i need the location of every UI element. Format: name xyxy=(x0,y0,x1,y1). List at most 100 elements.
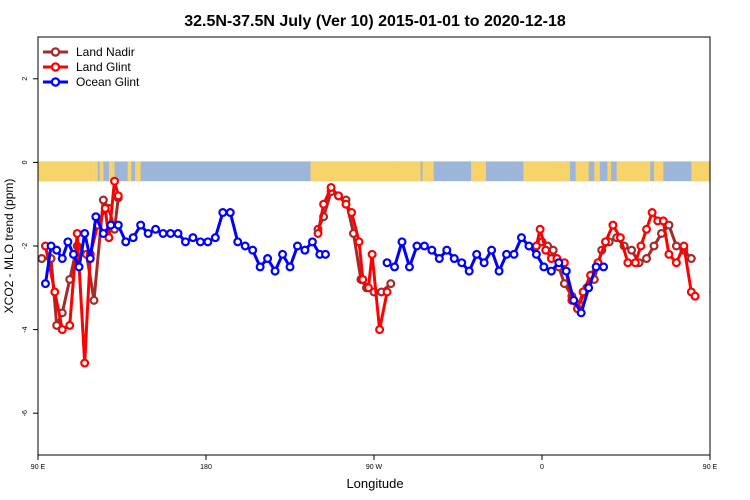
land-segment xyxy=(551,161,557,182)
legend-marker xyxy=(50,77,61,87)
data-point xyxy=(347,208,357,218)
data-point xyxy=(740,360,747,367)
data-point xyxy=(725,322,732,329)
data-point xyxy=(718,326,725,333)
data-point xyxy=(658,216,668,226)
data-point xyxy=(434,254,444,264)
y-axis: 2 0 -2 -4 -6 xyxy=(22,77,38,416)
land-segment xyxy=(575,161,589,182)
data-point xyxy=(180,237,190,247)
data-point xyxy=(531,241,541,251)
legend-label: Ocean Glint xyxy=(76,75,140,89)
data-point xyxy=(210,233,220,243)
data-point xyxy=(647,208,657,218)
data-point xyxy=(46,241,56,251)
data-point xyxy=(74,262,84,272)
data-point xyxy=(630,258,640,268)
data-point xyxy=(386,279,396,289)
data-point xyxy=(671,241,681,251)
data-point xyxy=(740,284,747,291)
data-point xyxy=(615,233,625,243)
land-segment xyxy=(108,161,113,182)
data-point xyxy=(600,237,610,247)
data-point xyxy=(718,322,725,329)
data-point xyxy=(584,283,594,293)
data-point xyxy=(442,245,452,255)
data-point xyxy=(354,237,364,247)
data-point xyxy=(363,283,373,293)
data-point xyxy=(65,320,75,330)
data-point xyxy=(98,195,108,205)
data-point xyxy=(636,241,646,251)
data-point xyxy=(397,237,407,247)
series-land-glint xyxy=(40,176,747,368)
land-segment xyxy=(38,161,91,182)
data-point xyxy=(599,262,609,272)
data-point xyxy=(151,224,161,234)
y-tick-label: -2 xyxy=(22,243,29,249)
data-point xyxy=(561,266,571,276)
data-point xyxy=(52,245,62,255)
data-point xyxy=(72,228,82,238)
land-segment xyxy=(392,161,421,182)
data-point xyxy=(736,255,743,262)
data-point xyxy=(524,241,534,251)
data-point xyxy=(285,262,295,272)
x-tick-label: 90 E xyxy=(703,464,718,471)
x-axis-label: Longitude xyxy=(346,476,403,491)
data-point xyxy=(57,325,67,335)
data-point xyxy=(548,245,558,255)
data-point xyxy=(382,258,392,268)
data-point xyxy=(531,249,541,259)
data-point xyxy=(729,247,736,254)
data-point xyxy=(203,237,213,247)
y-axis-label: XCO2 - MLO trend (ppm) xyxy=(2,179,16,314)
data-point xyxy=(419,241,429,251)
data-point xyxy=(427,245,437,255)
series-line xyxy=(714,198,750,326)
x-tick-label: 90 E xyxy=(31,464,46,471)
data-point xyxy=(68,249,78,259)
data-point xyxy=(98,228,108,238)
land-segment xyxy=(616,161,651,182)
y-tick-label: 0 xyxy=(22,160,29,164)
data-point xyxy=(106,220,116,230)
data-point xyxy=(113,191,123,201)
data-point xyxy=(367,249,377,259)
data-point xyxy=(63,237,73,247)
data-point xyxy=(404,262,414,272)
data-point xyxy=(664,220,674,230)
data-point xyxy=(569,295,579,305)
data-point xyxy=(541,245,551,255)
y-tick-label: 2 xyxy=(22,77,29,81)
land-segment xyxy=(310,161,402,182)
data-point xyxy=(38,254,47,264)
legend-item: Ocean Glint xyxy=(43,75,140,89)
land-segment xyxy=(523,161,570,182)
series-layer xyxy=(38,176,750,368)
data-point xyxy=(40,279,50,289)
x-tick-label: 90 W xyxy=(366,464,383,471)
land-segment xyxy=(99,161,104,182)
data-point xyxy=(89,295,99,305)
land-ocean-mask xyxy=(38,161,710,182)
data-point xyxy=(85,254,95,264)
data-point xyxy=(143,228,153,238)
data-point xyxy=(248,245,258,255)
data-point xyxy=(173,228,183,238)
land-segment xyxy=(607,161,612,182)
data-point xyxy=(292,241,302,251)
data-point xyxy=(509,249,519,259)
land-segment xyxy=(90,161,96,182)
data-point xyxy=(709,289,710,295)
data-point xyxy=(546,266,556,276)
data-point xyxy=(535,224,545,234)
data-point xyxy=(225,208,235,218)
series-line xyxy=(718,217,750,284)
x-tick-label: 0 xyxy=(540,464,544,471)
data-point xyxy=(664,249,674,259)
data-point xyxy=(487,245,497,255)
data-point xyxy=(80,228,90,238)
